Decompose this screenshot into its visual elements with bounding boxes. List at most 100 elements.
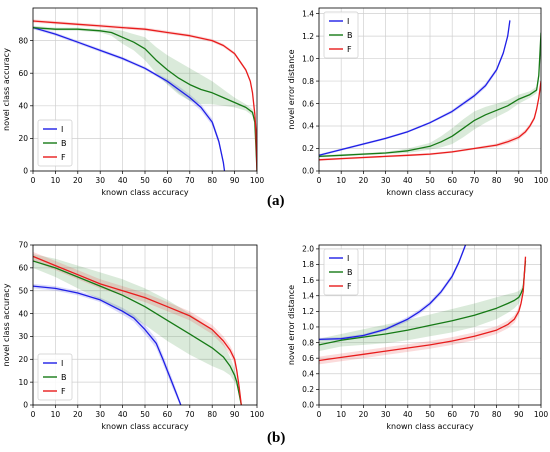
y-tick-label: 10: [18, 378, 28, 387]
x-tick-label: 0: [317, 176, 322, 185]
x-tick-label: 40: [403, 176, 413, 185]
caption-b: (b): [267, 430, 286, 446]
series-line-F: [319, 81, 541, 161]
x-tick-label: 50: [140, 176, 150, 185]
series-line-B: [33, 26, 257, 171]
x-axis-label: known class accuracy: [386, 422, 474, 431]
y-tick-label: 60: [18, 264, 28, 273]
x-axis-label: known class accuracy: [101, 422, 189, 431]
legend-label-B: B: [61, 373, 67, 382]
legend-label-F: F: [61, 153, 66, 162]
y-tick-label: 1.4: [302, 9, 314, 18]
x-tick-label: 10: [336, 410, 346, 419]
x-tick-label: 30: [95, 410, 105, 419]
x-tick-label: 100: [250, 410, 265, 419]
y-tick-label: 40: [18, 102, 28, 111]
legend-label-B: B: [61, 139, 67, 148]
y-tick-label: 0.8: [302, 77, 314, 86]
x-tick-label: 20: [359, 410, 369, 419]
legend-label-I: I: [61, 125, 63, 134]
x-tick-label: 0: [31, 176, 36, 185]
x-tick-label: 20: [73, 176, 83, 185]
chart-b-left: 0 10 20 30 40 50 60 70 80 90 100 0 10 20 30 40 50 60 70 kno…: [2, 241, 264, 431]
y-tick-label: 0: [23, 401, 28, 410]
chart-b-right: 0 10 20 30 40 50 60 70 80 90 100 0.0 0.2 0.4 0.6 0.8 1.0…: [287, 244, 549, 431]
legend-label-B: B: [347, 268, 353, 277]
y-tick-label: 0.2: [302, 385, 314, 394]
y-tick-label: 1.4: [302, 291, 314, 300]
x-tick-label: 60: [163, 176, 173, 185]
x-tick-label: 100: [250, 176, 265, 185]
y-tick-label: 1.2: [302, 32, 314, 41]
series-line-B: [33, 260, 242, 405]
x-tick-label: 10: [51, 410, 61, 419]
x-tick-label: 40: [118, 176, 128, 185]
y-tick-label: 70: [18, 241, 28, 250]
x-tick-label: 100: [534, 176, 549, 185]
x-tick-label: 20: [359, 176, 369, 185]
x-tick-label: 0: [317, 410, 322, 419]
y-tick-label: 80: [18, 36, 28, 45]
y-tick-label: 2.0: [302, 245, 314, 254]
y-axis-label: novel error distance: [287, 285, 296, 365]
x-axis-label: known class accuracy: [101, 188, 189, 197]
series-line-I: [319, 20, 511, 156]
legend: IBF: [37, 119, 73, 167]
x-tick-label: 40: [118, 410, 128, 419]
legend-label-F: F: [61, 387, 66, 396]
legend-label-I: I: [61, 359, 63, 368]
legend-label-I: I: [347, 17, 349, 26]
band-B: [33, 254, 242, 405]
y-tick-label: 50: [18, 286, 28, 295]
series-line-I: [33, 285, 182, 405]
x-tick-label: 0: [31, 410, 36, 419]
series-line-B: [319, 32, 541, 158]
series-line-I: [33, 26, 226, 171]
x-tick-label: 90: [514, 410, 524, 419]
y-tick-label: 1.0: [302, 54, 314, 63]
plot-area: [319, 18, 541, 161]
x-tick-label: 70: [470, 176, 480, 185]
band-B: [319, 257, 526, 352]
x-tick-label: 60: [163, 410, 173, 419]
chart-a-left: 0 10 20 30 40 50 60 70 80 90 100 0 20 40 60 80 known cla…: [2, 7, 265, 197]
x-tick-label: 50: [425, 410, 435, 419]
y-tick-label: 0.4: [302, 369, 314, 378]
series-line-I: [319, 245, 467, 341]
legend-label-F: F: [347, 282, 352, 291]
x-tick-label: 90: [514, 176, 524, 185]
x-tick-label: 80: [207, 410, 217, 419]
x-tick-label: 80: [492, 176, 502, 185]
x-tick-label: 90: [230, 410, 240, 419]
y-tick-label: 0.8: [302, 338, 314, 347]
x-tick-label: 40: [403, 410, 413, 419]
band-B: [33, 25, 257, 171]
y-tick-label: 1.6: [302, 276, 314, 285]
legend: IBF: [37, 353, 73, 401]
chart-a-right: 0 10 20 30 40 50 60 70 80 90 100 0.0 0.2 0.4 0.6 0.8 1.0…: [287, 7, 549, 197]
series-line-F: [319, 256, 527, 362]
x-tick-label: 60: [447, 176, 457, 185]
plot-area: [319, 245, 527, 365]
y-tick-label: 0: [23, 167, 28, 176]
y-axis-label: novel class accuracy: [2, 283, 11, 366]
y-tick-label: 0.0: [302, 167, 314, 176]
legend-label-F: F: [347, 45, 352, 54]
legend-label-I: I: [347, 254, 349, 263]
y-tick-label: 1.0: [302, 323, 314, 332]
y-tick-label: 20: [18, 355, 28, 364]
x-tick-label: 80: [207, 176, 217, 185]
y-tick-label: 0.2: [302, 144, 314, 153]
y-tick-label: 20: [18, 134, 28, 143]
series-line-F: [33, 255, 242, 405]
x-tick-label: 100: [534, 410, 549, 419]
y-axis-label: novel error distance: [287, 49, 296, 129]
y-tick-label: 60: [18, 69, 28, 78]
x-tick-label: 50: [140, 410, 150, 419]
x-tick-label: 70: [185, 410, 195, 419]
x-tick-label: 30: [381, 410, 391, 419]
caption-a: (a): [267, 193, 285, 209]
legend: IBF: [323, 11, 359, 59]
x-tick-label: 50: [425, 176, 435, 185]
